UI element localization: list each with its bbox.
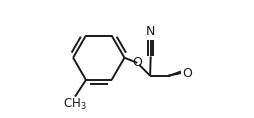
- Text: O: O: [182, 67, 192, 80]
- Text: CH$_3$: CH$_3$: [63, 97, 87, 112]
- Text: N: N: [146, 25, 155, 38]
- Text: O: O: [132, 56, 142, 69]
